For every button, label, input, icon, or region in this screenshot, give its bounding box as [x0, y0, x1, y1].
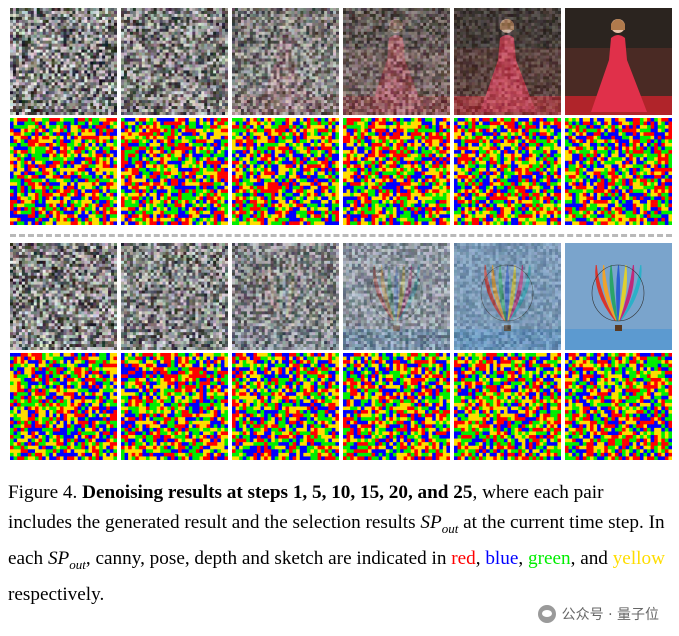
selection-map [121, 353, 228, 460]
balloon-photo [232, 243, 339, 350]
word-red: red [451, 548, 476, 569]
dress-photo [232, 8, 339, 115]
math-sp-out-2: SPout [48, 548, 86, 572]
selection-tile [232, 353, 339, 460]
watermark: 公众号 · 量子位 [537, 604, 659, 624]
caption-bold: Denoising results at steps 1, 5, 10, 15,… [82, 482, 472, 503]
caption-label: Figure 4. [8, 482, 77, 503]
row-selection-1 [10, 118, 672, 225]
selection-map [121, 118, 228, 225]
selection-tile [10, 118, 117, 225]
selection-tile [121, 118, 228, 225]
dress-photo [565, 8, 672, 115]
photo-tile [232, 8, 339, 115]
selection-map [232, 118, 339, 225]
row-dress [10, 8, 672, 115]
caption-part3: , canny, pose, depth and sketch are indi… [86, 548, 451, 569]
caption-end: respectively. [8, 584, 104, 605]
selection-map [10, 353, 117, 460]
selection-map [232, 353, 339, 460]
dress-photo [10, 8, 117, 115]
photo-tile [232, 243, 339, 350]
selection-tile [565, 353, 672, 460]
selection-map [565, 353, 672, 460]
selection-tile [10, 353, 117, 460]
dress-photo [121, 8, 228, 115]
selection-map [10, 118, 117, 225]
balloon-photo [565, 243, 672, 350]
photo-tile [10, 8, 117, 115]
wechat-icon [537, 605, 556, 623]
dress-photo [343, 8, 450, 115]
dress-photo [454, 8, 561, 115]
balloon-photo [10, 243, 117, 350]
caption-part2: at the current time step. In each [8, 512, 665, 569]
photo-tile [343, 8, 450, 115]
word-yellow: yellow [613, 548, 665, 569]
selection-map [343, 353, 450, 460]
selection-tile [121, 353, 228, 460]
selection-tile [454, 353, 561, 460]
photo-tile [343, 243, 450, 350]
selection-tile [454, 118, 561, 225]
photo-tile [565, 243, 672, 350]
selection-map [454, 118, 561, 225]
balloon-photo [121, 243, 228, 350]
selection-tile [565, 118, 672, 225]
figure-caption: Figure 4. Denoising results at steps 1, … [8, 478, 672, 610]
balloon-photo [343, 243, 450, 350]
photo-tile [121, 8, 228, 115]
selection-map [565, 118, 672, 225]
dashed-separator [10, 234, 672, 237]
selection-tile [232, 118, 339, 225]
photo-tile [454, 243, 561, 350]
selection-map [454, 353, 561, 460]
balloon-photo [454, 243, 561, 350]
selection-tile [343, 118, 450, 225]
caption-part1: , where each pair includes the generated… [8, 482, 604, 533]
row-selection-2 [10, 353, 672, 460]
selection-map [343, 118, 450, 225]
row-balloon [10, 243, 672, 350]
word-green: green [528, 548, 571, 569]
math-sp-out: SPout [420, 512, 458, 536]
selection-tile [343, 353, 450, 460]
photo-tile [10, 243, 117, 350]
photo-tile [121, 243, 228, 350]
photo-tile [454, 8, 561, 115]
photo-tile [565, 8, 672, 115]
word-blue: blue [485, 548, 518, 569]
